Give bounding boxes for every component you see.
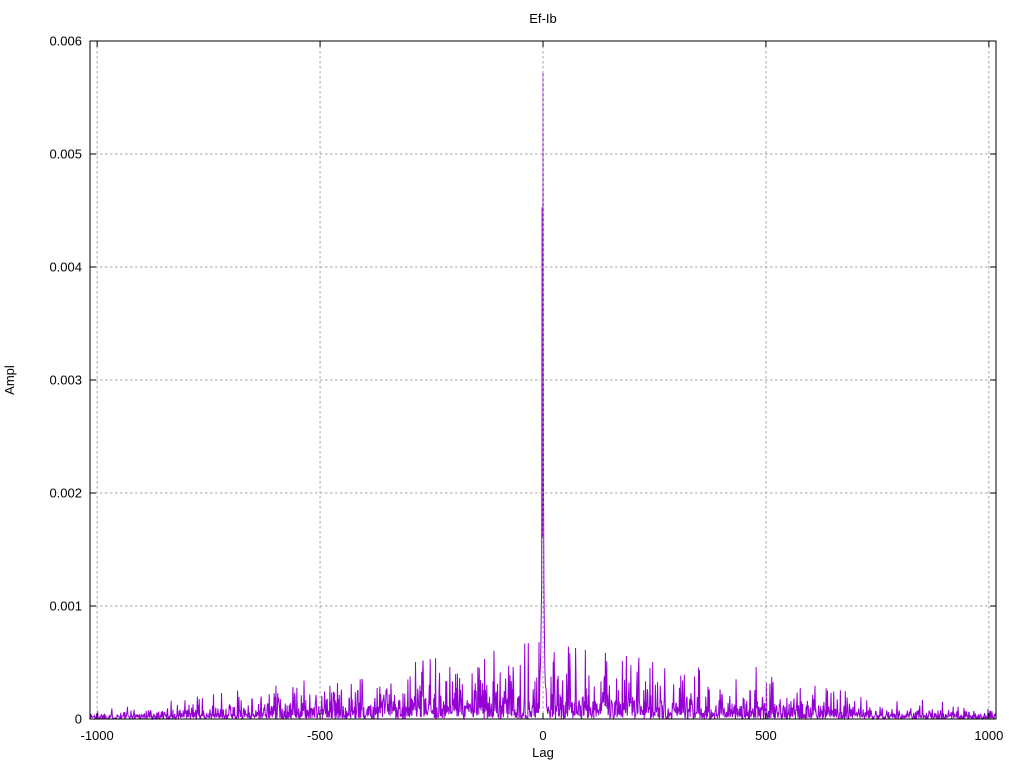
y-tick-label: 0 [75, 712, 82, 727]
y-tick-label: 0.003 [49, 373, 82, 388]
x-tick-label: -1000 [81, 728, 114, 743]
chart-title: Ef-Ib [529, 11, 556, 26]
y-tick-label: 0.005 [49, 147, 82, 162]
y-tick-label: 0.006 [49, 34, 82, 49]
x-tick-label: 1000 [974, 728, 1003, 743]
x-axis-label: Lag [532, 745, 554, 760]
plot-area: -1000 -500 0 500 1000 0 0.001 0.002 0.003 0.004 0.… [49, 34, 1003, 744]
y-tick-label: 0.001 [49, 599, 82, 614]
y-tick-label: 0.002 [49, 486, 82, 501]
y-tick-label: 0.004 [49, 260, 82, 275]
y-axis-label: Ampl [2, 365, 17, 395]
x-tick-label: -500 [307, 728, 333, 743]
x-tick-label: 500 [755, 728, 777, 743]
x-tick-label: 0 [539, 728, 546, 743]
